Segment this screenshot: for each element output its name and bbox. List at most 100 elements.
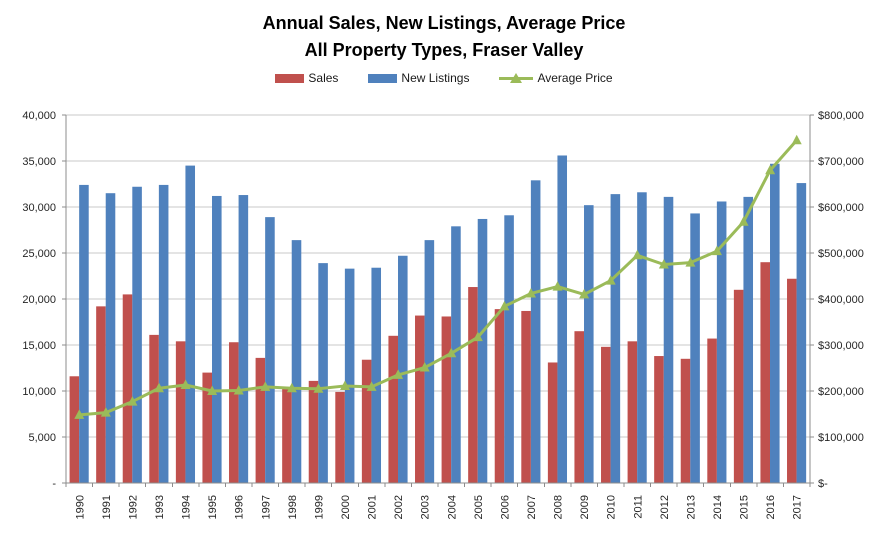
new-listings-bar [637,192,647,483]
new-listings-bar [291,240,302,483]
x-axis-label: 2007 [526,495,538,519]
legend-item-sales: Sales [275,71,338,85]
right-axis-tick-label: $400,000 [818,294,864,306]
average-price-marker [526,287,536,298]
sales-bar [149,334,159,483]
average-price-marker [579,288,590,299]
legend-item-average-price: Average Price [499,71,613,85]
new-listings-bar [530,180,541,483]
average-price-marker [685,257,696,267]
new-listings-bar [743,196,754,483]
sales-bar [760,262,771,483]
chart-header: Annual Sales, New Listings, Average Pric… [0,0,888,98]
chart-legend: Sales New Listings Average Price [0,71,888,85]
sales-bar [335,391,345,483]
right-axis-tick-label: $200,000 [818,386,864,398]
sales-bar [388,335,399,483]
x-axis-label: 2010 [606,495,618,519]
x-axis-label: 1998 [287,495,299,519]
sales-bar [680,358,691,483]
sales-bar [441,316,452,483]
x-axis-label: 2009 [579,495,591,519]
new-listings-bar [451,226,461,483]
average-price-marker-swatch [510,73,523,83]
average-price-marker [233,385,244,395]
right-axis-tick-label: $800,000 [818,110,864,122]
average-price-marker [100,407,111,417]
sales-bar [707,338,717,483]
average-price-marker [632,249,643,260]
x-axis-label: 2001 [367,495,379,519]
right-axis-tick-label: $700,000 [818,156,864,168]
new-listings-bar [79,184,89,484]
new-listings-bar [477,218,488,483]
average-price-line [77,138,799,417]
new-listings-bar [132,186,142,483]
sales-bar [547,362,558,483]
chart-canvas: - $- 5,000 $100,000 10,000 $200,000 15,000 $300… [22,110,864,519]
legend-label-sales: Sales [308,71,339,85]
new-listings-bar [557,155,568,484]
right-axis-tick-label: $300,000 [818,340,864,352]
new-listings-swatch [368,73,398,83]
x-axis-label: 2005 [473,495,485,519]
average-price-marker [74,409,85,419]
average-price-marker [605,275,616,285]
x-axis-label: 2016 [765,495,777,519]
legend-label-new-listings: New Listings [401,71,470,85]
average-price-marker [446,347,457,358]
average-price-marker [340,380,350,390]
average-price-marker [286,382,297,393]
chart-title: Annual Sales, New Listings, Average Pric… [0,0,888,64]
left-axis-tick-label: - [52,478,56,490]
x-axis-label: 2004 [446,495,458,519]
average-price-marker [127,396,138,406]
sales-bar [601,346,611,483]
new-listings-bar [424,240,435,483]
x-axis-label: 2012 [659,495,671,519]
chart-title-line2: All Property Types, Fraser Valley [304,40,584,60]
x-axis-label: 1997 [260,495,272,519]
average-price-marker [738,216,749,226]
left-axis-tick-label: 15,000 [22,340,56,352]
new-listings-bar [504,215,514,483]
legend-item-new-listings: New Listings [368,71,469,85]
sales-bar [308,380,319,483]
sales-bar [282,388,292,483]
x-axis-label: 2017 [792,495,804,519]
new-listings-bar [318,263,328,483]
average-price-marker [791,134,802,145]
left-axis-tick-label: 30,000 [22,202,56,214]
right-axis-tick-label: $100,000 [818,432,864,444]
average-price-marker [658,259,669,269]
chart-title-line1: Annual Sales, New Listings, Average Pric… [262,13,626,33]
sales-bar [494,309,505,483]
new-listings-bar [344,268,355,483]
left-axis-tick-label: 35,000 [22,156,56,168]
left-axis-tick-label: 5,000 [28,432,56,444]
average-price-marker [393,369,404,379]
x-axis-label: 1994 [181,495,193,519]
right-axis-tick-label: $500,000 [818,248,864,260]
new-listings-bar [158,184,169,484]
average-price-marker [180,379,191,390]
sales-bar [468,287,478,483]
average-price-marker [154,382,164,393]
sales-bar [69,376,80,483]
sales-bar [654,356,664,483]
sales-bar [96,306,106,483]
new-listings-bar [663,196,674,483]
left-axis-tick-label: 10,000 [22,386,56,398]
new-listings-bar [185,165,196,483]
x-axis-label: 2002 [393,495,405,519]
average-price-marker [499,300,510,311]
x-axis-label: 2015 [739,495,751,519]
sales-bar [202,372,213,483]
sales-bar [255,357,266,483]
sales-bar [627,341,638,483]
sales-bar [521,310,531,483]
legend-label-average-price: Average Price [537,71,613,85]
new-listings-bar [371,267,382,483]
left-axis-tick-label: 20,000 [22,294,56,306]
new-listings-bar [796,183,807,483]
